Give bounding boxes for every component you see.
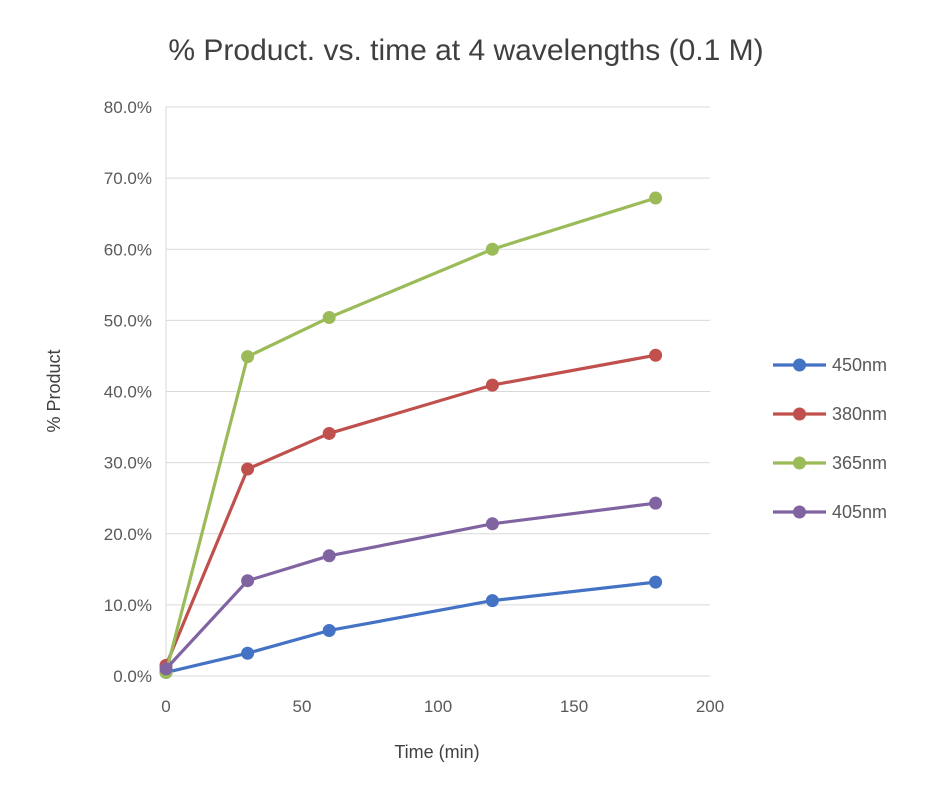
series-line: [165, 580, 656, 675]
y-tick-label: 70.0%: [104, 169, 152, 188]
series-365nm: [159, 191, 663, 679]
series-450nm: [159, 575, 663, 679]
series-line: [164, 353, 656, 666]
x-tick-labels: 0 50 100 150 200: [161, 697, 724, 716]
data-point: [485, 594, 499, 608]
x-tick-label: 50: [293, 697, 312, 716]
y-tick-label: 10.0%: [104, 596, 152, 615]
y-axis-label: % Product: [44, 349, 64, 432]
data-point: [485, 378, 499, 392]
legend: 450nm 380nm 365nm 405nm: [773, 355, 887, 522]
data-point: [649, 191, 663, 205]
data-point: [649, 575, 663, 589]
data-point: [322, 549, 336, 563]
x-axis-label: Time (min): [394, 742, 479, 762]
data-point: [649, 348, 663, 362]
y-tick-label: 20.0%: [104, 525, 152, 544]
y-tick-label: 40.0%: [104, 383, 152, 402]
y-tick-label: 30.0%: [104, 454, 152, 473]
data-point: [322, 311, 336, 325]
data-point: [241, 646, 255, 660]
series-line: [164, 196, 657, 673]
data-point: [241, 350, 255, 364]
data-point: [485, 517, 499, 531]
data-point: [241, 462, 255, 476]
gridlines: [166, 106, 710, 606]
legend-label: 365nm: [832, 453, 887, 473]
y-tick-label: 60.0%: [104, 240, 152, 259]
data-point: [649, 496, 663, 510]
x-tick-label: 100: [424, 697, 452, 716]
y-tick-label: 50.0%: [104, 311, 152, 330]
data-point: [241, 574, 255, 588]
data-point: [159, 662, 173, 676]
axes: [165, 107, 710, 677]
legend-item-450nm: 450nm: [773, 355, 887, 375]
legend-marker: [793, 407, 806, 421]
legend-marker: [793, 358, 806, 372]
x-tick-label: 0: [161, 697, 170, 716]
legend-item-365nm: 365nm: [773, 453, 887, 473]
x-tick-label: 200: [696, 697, 724, 716]
series-group: [159, 191, 663, 679]
legend-label: 380nm: [832, 404, 887, 424]
data-point: [322, 426, 336, 440]
series-line: [164, 501, 656, 670]
legend-label: 450nm: [832, 355, 887, 375]
series-405nm: [159, 496, 663, 676]
chart-title: % Product. vs. time at 4 wavelengths (0.…: [168, 34, 763, 67]
data-point: [322, 623, 336, 637]
y-tick-labels: 0.0% 10.0% 20.0% 30.0% 40.0% 50.0% 60.0% 70.0% 8…: [104, 98, 152, 686]
legend-item-405nm: 405nm: [773, 502, 887, 522]
legend-label: 405nm: [832, 502, 887, 522]
y-tick-label: 0.0%: [113, 667, 152, 686]
data-point: [485, 242, 499, 256]
legend-marker: [793, 456, 806, 470]
x-tick-label: 150: [560, 697, 588, 716]
legend-item-380nm: 380nm: [773, 404, 887, 424]
legend-marker: [793, 505, 806, 519]
y-tick-label: 80.0%: [104, 98, 152, 117]
